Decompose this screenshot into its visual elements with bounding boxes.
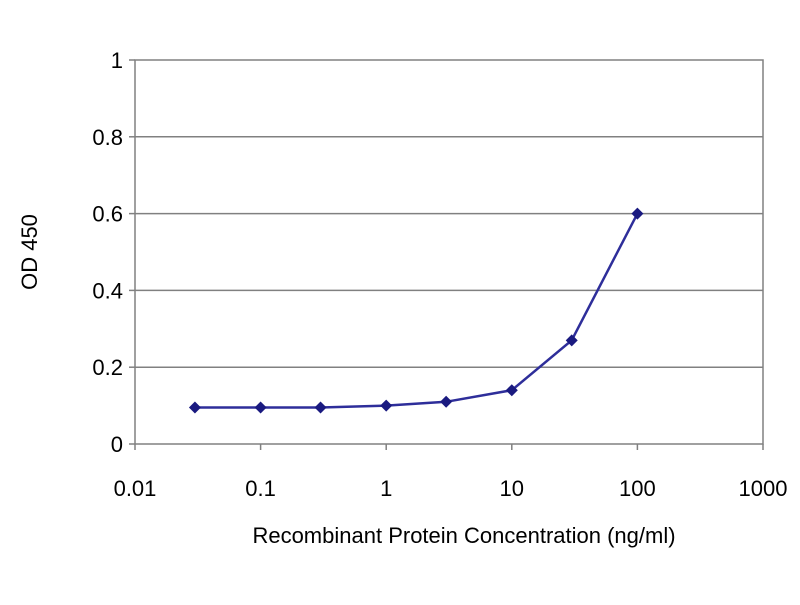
x-tick-label: 0.01 <box>114 476 157 501</box>
y-tick-label: 0.2 <box>92 355 123 380</box>
data-point <box>380 399 393 412</box>
plot-frame <box>134 59 764 445</box>
data-point <box>254 401 267 414</box>
data-point <box>565 334 578 347</box>
y-tick-label: 0.8 <box>92 125 123 150</box>
y-tick-label: 0.4 <box>92 278 123 303</box>
y-tick-label: 1 <box>111 48 123 73</box>
x-axis-ticks: 0.01 0.1 1 10 100 1000 <box>114 444 788 501</box>
data-point <box>505 384 518 397</box>
x-tick-label: 1000 <box>739 476 788 501</box>
x-tick-label: 0.1 <box>245 476 276 501</box>
grid-layer <box>135 136 763 368</box>
x-tick-label: 100 <box>619 476 656 501</box>
data-point <box>188 401 201 414</box>
series-layer <box>188 207 644 414</box>
data-point <box>314 401 327 414</box>
x-tick-label: 10 <box>500 476 524 501</box>
y-axis-ticks: 0 0.2 0.4 0.6 0.8 1 <box>92 48 135 457</box>
data-point <box>440 395 453 408</box>
y-tick-label: 0.6 <box>92 202 123 227</box>
data-point <box>631 207 644 220</box>
x-tick-label: 1 <box>380 476 392 501</box>
y-tick-label: 0 <box>111 432 123 457</box>
x-axis-title: Recombinant Protein Concentration (ng/ml… <box>252 523 675 548</box>
y-axis-title: OD 450 <box>17 214 42 290</box>
series-line <box>194 213 639 409</box>
